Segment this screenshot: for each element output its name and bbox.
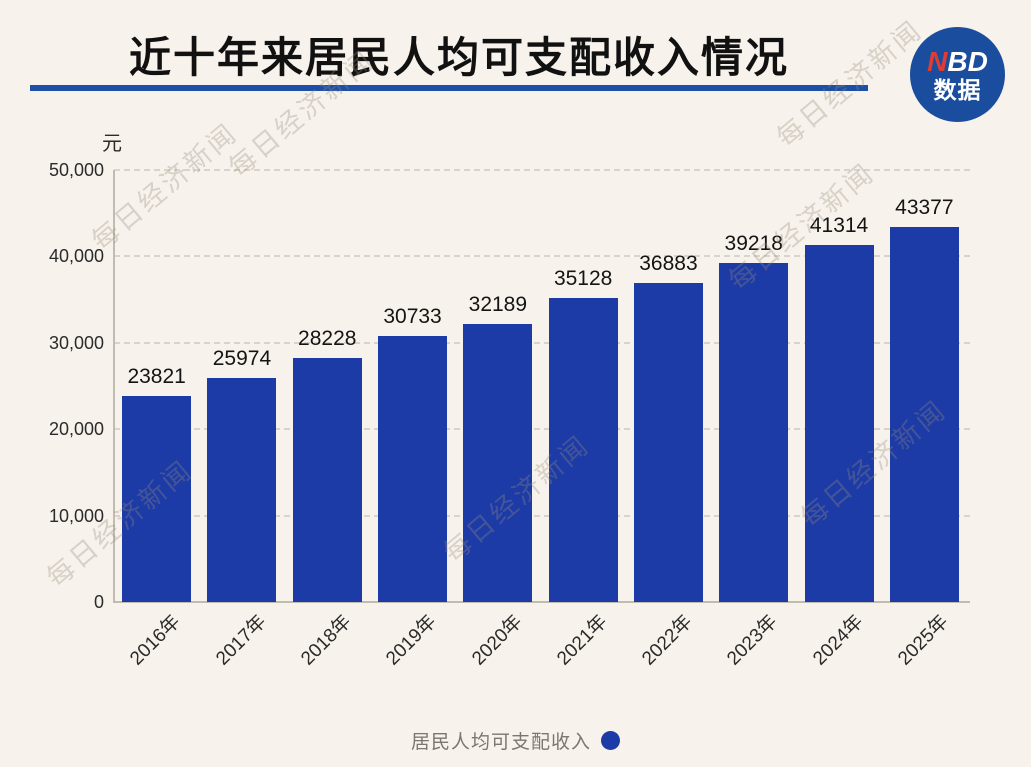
x-axis-label: 2022年: [638, 611, 697, 670]
bar-value-label: 30733: [383, 305, 442, 329]
bar-value-label: 36883: [639, 252, 698, 276]
y-axis-tick-label: 40,000: [48, 246, 104, 267]
watermark-text: 每日经济新闻: [771, 14, 929, 154]
gridline: [114, 341, 970, 344]
gridline: [114, 255, 970, 258]
nbd-logo-subtitle: 数据: [933, 76, 982, 103]
y-axis-tick-label: 30,000: [48, 332, 104, 353]
y-axis-tick-label: 50,000: [48, 160, 104, 180]
bar-2021年: [548, 298, 618, 602]
x-axis-label: 2016年: [126, 611, 185, 670]
y-axis-unit-label: 元: [102, 133, 122, 155]
bar-2025年: [889, 227, 959, 602]
nbd-logo-letter-n: N: [927, 45, 948, 77]
bar-value-label: 35128: [553, 267, 613, 291]
bar-2020年: [463, 323, 533, 602]
legend-label: 居民人均可支配收入: [410, 731, 591, 753]
nbd-logo-text: NBD: [927, 45, 988, 77]
bar-2016年: [122, 396, 192, 602]
bar-value-label: 32189: [468, 292, 528, 316]
bar-2017年: [207, 377, 277, 602]
bar-2024年: [804, 245, 874, 602]
x-axis-label: 2020年: [467, 611, 527, 670]
bar-value-label: 23821: [127, 365, 186, 389]
bar-2018年: [292, 358, 362, 602]
bar-value-label: 41314: [809, 214, 869, 238]
nbd-logo-letters-bd: BD: [947, 45, 988, 77]
bar-value-label: 25974: [212, 346, 272, 370]
x-axis-label: 2017年: [211, 611, 271, 670]
x-axis-label: 2018年: [297, 611, 356, 670]
y-axis-tick-label: 20,000: [48, 419, 104, 440]
gridline: [114, 514, 970, 517]
bar-value-label: 39218: [724, 232, 783, 256]
nbd-logo: NBD 数据: [910, 27, 1005, 122]
gridline: [114, 428, 970, 431]
bar-2023年: [719, 263, 789, 602]
y-axis-line: [113, 170, 115, 602]
x-axis-label: 2024年: [809, 611, 868, 670]
x-axis-line: [113, 601, 970, 603]
chart-legend: 居民人均可支配收入: [0, 727, 1031, 753]
bar-value-label: 43377: [895, 196, 954, 220]
x-axis-label: 2025年: [894, 611, 953, 670]
page-title: 近十年来居民人均可支配收入情况: [128, 34, 789, 81]
x-axis-label: 2019年: [382, 611, 441, 670]
bar-value-label: 28228: [298, 327, 357, 351]
legend-dot: [601, 730, 620, 750]
gridline: [114, 169, 970, 171]
x-axis-label: 2023年: [723, 611, 782, 670]
y-axis-tick-label: 10,000: [48, 505, 104, 526]
x-axis-label: 2021年: [553, 611, 612, 670]
bar-2019年: [378, 336, 448, 602]
title-underline-rule: [30, 85, 868, 91]
bar-2022年: [633, 283, 703, 602]
y-axis-tick-label: 0: [93, 592, 104, 612]
